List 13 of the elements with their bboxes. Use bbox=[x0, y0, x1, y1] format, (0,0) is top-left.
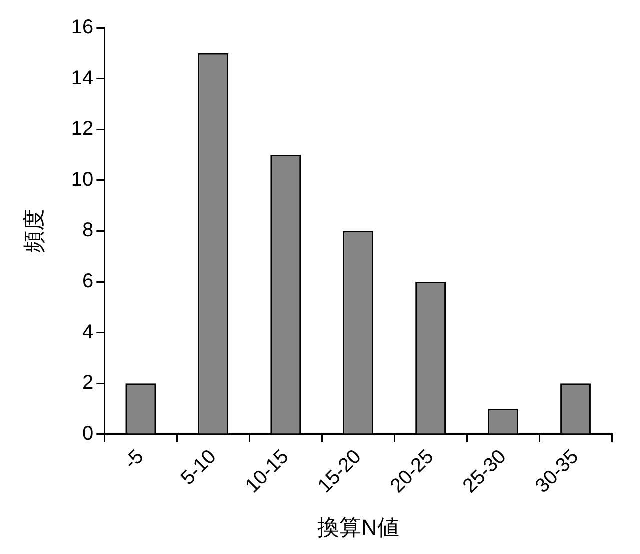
y-tick-label: 4 bbox=[82, 321, 94, 344]
x-tick-label: -5 bbox=[120, 446, 148, 474]
x-axis-title: 換算N値 bbox=[317, 514, 400, 540]
y-tick-label: 12 bbox=[71, 118, 94, 140]
y-tick-label: 6 bbox=[82, 270, 94, 293]
y-tick-label: 0 bbox=[82, 422, 94, 445]
y-tick-label: 8 bbox=[82, 220, 94, 242]
x-tick-label: 5-10 bbox=[176, 446, 221, 490]
y-tick-label: 2 bbox=[82, 372, 94, 394]
y-tick-label: 16 bbox=[71, 16, 94, 39]
y-tick-label: 14 bbox=[71, 67, 94, 90]
y-axis-title: 頻度 bbox=[21, 209, 46, 254]
y-tick-label: 10 bbox=[71, 168, 94, 191]
